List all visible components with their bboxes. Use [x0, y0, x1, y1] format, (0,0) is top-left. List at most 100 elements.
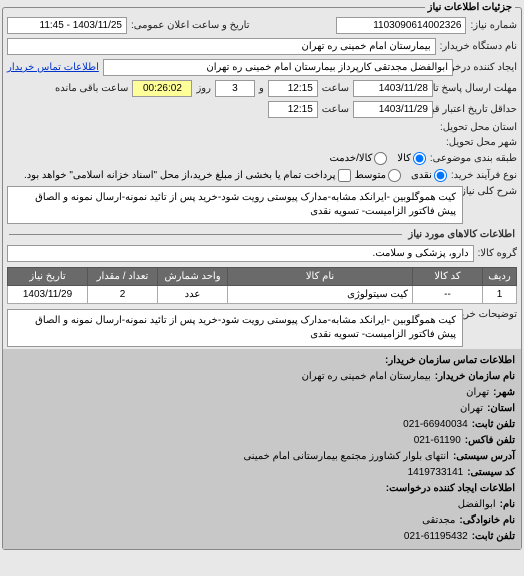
radio-kala-label: کالا	[397, 153, 411, 164]
paytype-radios: نقدی متوسط	[355, 169, 447, 182]
radio-kala[interactable]: کالا	[397, 152, 426, 165]
th-qty: تعداد / مقدار	[88, 268, 158, 286]
th-date: تاریخ نیاز	[8, 268, 88, 286]
org-label: نام سازمان خریدار:	[435, 369, 515, 385]
c-addr-label: آدرس سیستی:	[453, 449, 515, 465]
credit-label: حداقل تاریخ اعتبار قیمت: تا تاریخ:	[437, 104, 517, 115]
contact-link[interactable]: اطلاعات تماس خریدار	[7, 62, 99, 73]
c-family-label: نام خانوادگی:	[459, 513, 515, 529]
days-value: 3	[215, 80, 255, 97]
c-prov-label: استان:	[487, 401, 515, 417]
remain-time: 00:26:02	[132, 80, 192, 97]
td-qty: 2	[88, 286, 158, 304]
buyer-desc-text: کیت هموگلوبین -ایرانکد مشابه-مدارک پیوست…	[7, 309, 463, 347]
c-name-val: ابوالفضل	[458, 497, 496, 513]
creator-title: اطلاعات ایجاد کننده درخواست:	[386, 481, 515, 497]
description-label: شرح کلی نیاز:	[467, 186, 517, 197]
td-unit: عدد	[158, 286, 228, 304]
td-name: کیت سیتولوژی	[228, 286, 413, 304]
c-name-label: نام:	[500, 497, 515, 513]
radio-kala-khadamat-input[interactable]	[374, 152, 387, 165]
divider	[9, 234, 402, 235]
radio-naqdi-input[interactable]	[434, 169, 447, 182]
need-no-value: 1103090614002326	[336, 17, 466, 34]
announce-value: 1403/11/25 - 11:45	[7, 17, 127, 34]
row-category: طبقه بندی موضوعی: کالا کالا/خدمت	[3, 150, 521, 167]
radio-kala-input[interactable]	[413, 152, 426, 165]
deadline-send-label: مهلت ارسال پاسخ تا تاریخ:	[437, 83, 517, 94]
category-label: طبقه بندی موضوعی:	[430, 153, 517, 164]
announce-label: تاریخ و ساعت اعلان عمومی:	[131, 20, 250, 31]
row-paytype: نوع فرآیند خرید: نقدی متوسط پرداخت تمام …	[3, 167, 521, 184]
panel-title: جزئیات اطلاعات نیاز	[425, 2, 515, 13]
row-group: گروه کالا: دارو، پزشکی و سلامت.	[3, 243, 521, 264]
province-label: استان محل تحویل:	[440, 122, 517, 133]
org-val: بیمارستان امام خمینی ره تهران	[302, 369, 431, 385]
creator-value: ابوالفضل مجدتقی کارپرداز بیمارستان امام …	[103, 59, 453, 76]
row-city: شهر محل تحویل:	[3, 135, 521, 150]
table-header-row: ردیف کد کالا نام کالا واحد شمارش تعداد /…	[8, 268, 517, 286]
row-province: استان محل تحویل:	[3, 120, 521, 135]
c-prov-val: تهران	[460, 401, 483, 417]
row-deadline-send: مهلت ارسال پاسخ تا تاریخ: 1403/11/28 ساع…	[3, 78, 521, 99]
city-label: شهر محل تحویل:	[446, 137, 517, 148]
group-label: گروه کالا:	[478, 248, 517, 259]
row-description: شرح کلی نیاز: کیت هموگلوبین -ایرانکد مشا…	[3, 184, 521, 226]
pay-note-text: پرداخت تمام یا بخشی از مبلغ خرید،از محل …	[24, 170, 336, 181]
c-phone-val: 021-66940034	[403, 417, 468, 433]
td-code: --	[413, 286, 483, 304]
c-family-val: مجدتقی	[422, 513, 455, 529]
radio-kala-khadamat[interactable]: کالا/خدمت	[329, 152, 387, 165]
th-name: نام کالا	[228, 268, 413, 286]
and-label: و	[259, 83, 264, 94]
need-no-label: شماره نیاز:	[470, 20, 517, 31]
time-label-2: ساعت	[322, 104, 349, 115]
category-radios: کالا کالا/خدمت	[329, 152, 425, 165]
radio-naqdi-label: نقدی	[411, 170, 432, 181]
goods-section-title: اطلاعات کالاهای مورد نیاز	[408, 229, 515, 240]
th-code: کد کالا	[413, 268, 483, 286]
main-panel: جزئیات اطلاعات نیاز شماره نیاز: 11030906…	[2, 2, 522, 550]
c-postal-label: کد سیستی:	[467, 465, 515, 481]
goods-section-title-row: اطلاعات کالاهای مورد نیاز	[3, 226, 521, 243]
device-label: نام دستگاه خریدار:	[440, 41, 517, 52]
group-value: دارو، پزشکی و سلامت.	[7, 245, 474, 262]
radio-medium-label: متوسط	[355, 170, 386, 181]
row-device: نام دستگاه خریدار: بیمارستان امام خمینی …	[3, 36, 521, 57]
deadline-send-time: 12:15	[268, 80, 318, 97]
credit-date: 1403/11/29	[353, 101, 433, 118]
c-postal-val: 1419733141	[408, 465, 464, 481]
c-addr-val: انتهای بلوار کشاورز مجتمع بیمارستانی اما…	[243, 449, 448, 465]
radio-medium[interactable]: متوسط	[355, 169, 401, 182]
row-credit: حداقل تاریخ اعتبار قیمت: تا تاریخ: 1403/…	[3, 99, 521, 120]
deadline-send-date: 1403/11/28	[353, 80, 433, 97]
pay-note-checkbox[interactable]	[338, 169, 351, 182]
c-fax-label: تلفن فاکس:	[465, 433, 515, 449]
description-text: کیت هموگلوبین -ایرانکد مشابه-مدارک پیوست…	[7, 186, 463, 224]
remain-label: ساعت باقی مانده	[55, 83, 128, 94]
pay-note-check[interactable]: پرداخت تمام یا بخشی از مبلغ خرید،از محل …	[24, 169, 351, 182]
c-city-val: تهران	[466, 385, 489, 401]
credit-time: 12:15	[268, 101, 318, 118]
td-date: 1403/11/29	[8, 286, 88, 304]
c-phone-label: تلفن ثابت:	[472, 417, 515, 433]
th-index: ردیف	[483, 268, 517, 286]
row-creator: ایجاد کننده درخواست: ابوالفضل مجدتقی کار…	[3, 57, 521, 78]
goods-table: ردیف کد کالا نام کالا واحد شمارش تعداد /…	[7, 267, 517, 304]
creator-label: ایجاد کننده درخواست:	[457, 62, 517, 73]
radio-kala-khadamat-label: کالا/خدمت	[329, 153, 372, 164]
td-index: 1	[483, 286, 517, 304]
buyer-desc-label: توضیحات خریدار:	[467, 309, 517, 320]
time-label-1: ساعت	[322, 83, 349, 94]
days-label: روز	[196, 83, 211, 94]
c-cphone-label: تلفن ثابت:	[472, 529, 515, 545]
radio-naqdi[interactable]: نقدی	[411, 169, 447, 182]
paytype-label: نوع فرآیند خرید:	[451, 170, 517, 181]
device-value: بیمارستان امام خمینی ره تهران	[7, 38, 436, 55]
radio-medium-input[interactable]	[388, 169, 401, 182]
row-buyer-desc: توضیحات خریدار: کیت هموگلوبین -ایرانکد م…	[3, 307, 521, 349]
table-row: 1 -- کیت سیتولوژی عدد 2 1403/11/29	[8, 286, 517, 304]
c-cphone-val: 021-61195432	[404, 529, 468, 545]
row-need-no: شماره نیاز: 1103090614002326 تاریخ و ساع…	[3, 15, 521, 36]
contact-title: اطلاعات تماس سازمان خریدار:	[385, 353, 515, 369]
